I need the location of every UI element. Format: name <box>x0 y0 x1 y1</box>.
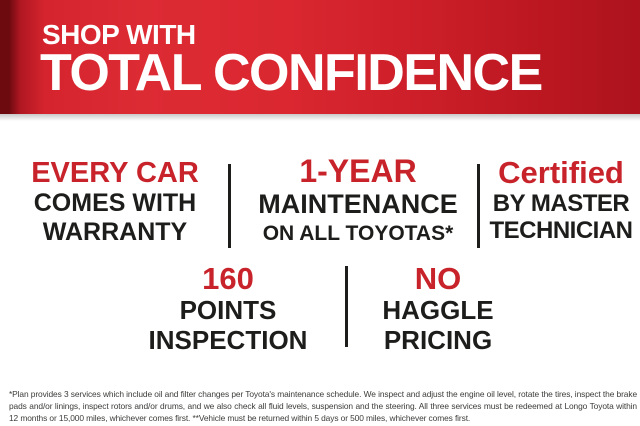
header-banner: SHOP WITH TOTAL CONFIDENCE <box>0 0 640 114</box>
feature-line: ON ALL TOYOTAS* <box>262 222 454 245</box>
feature-line: COMES WITH <box>33 189 197 217</box>
feature-pricing: NO HAGGLE PRICING <box>352 262 524 355</box>
banner-subtitle: SHOP WITH <box>42 19 196 50</box>
feature-line: HAGGLE <box>382 295 494 325</box>
divider <box>345 266 348 347</box>
feature-highlight: NO <box>414 261 462 296</box>
banner-title: TOTAL CONFIDENCE <box>40 44 543 102</box>
feature-warranty: EVERY CAR COMES WITH WARRANTY <box>8 158 222 247</box>
divider <box>477 164 480 248</box>
disclaimer-text: *Plan provides 3 services which include … <box>9 389 637 424</box>
feature-line: INSPECTION <box>148 325 308 355</box>
feature-line: BY MASTER <box>492 190 630 217</box>
feature-line: TECHNICIAN <box>489 217 634 244</box>
feature-line: WARRANTY <box>42 218 188 246</box>
feature-highlight: EVERY CAR <box>31 157 199 189</box>
feature-line: MAINTENANCE <box>258 189 458 219</box>
feature-highlight: Certified <box>498 155 624 190</box>
feature-highlight: 160 <box>202 261 254 296</box>
feature-certified: Certified BY MASTER TECHNICIAN <box>482 155 640 245</box>
divider <box>228 164 231 248</box>
feature-line: PRICING <box>383 325 493 355</box>
feature-maintenance: 1-YEAR MAINTENANCE ON ALL TOYOTAS* <box>246 153 470 248</box>
feature-highlight: 1-YEAR <box>299 153 417 189</box>
banner-shadow <box>0 114 640 121</box>
feature-inspection: 160 POINTS INSPECTION <box>128 262 328 355</box>
feature-line: POINTS <box>179 295 277 325</box>
